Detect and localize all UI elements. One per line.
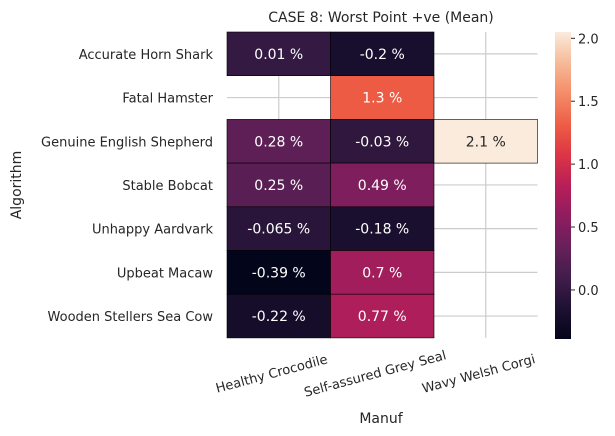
- heatmap-cell: [433, 119, 538, 164]
- cell-value-label: 0.49 %: [358, 178, 407, 194]
- heatmap-cell: [226, 293, 331, 339]
- cell-value-label: 0.7 %: [362, 265, 402, 281]
- y-tick-label: Upbeat Macaw: [117, 266, 214, 281]
- cell-value-label: 2.1 %: [466, 134, 506, 150]
- chart-title: CASE 8: Worst Point +ve (Mean): [268, 10, 494, 26]
- cell-value-label: -0.065 %: [247, 222, 310, 238]
- heatmap-cell: [330, 31, 435, 77]
- y-axis-label: Algorithm: [9, 151, 25, 220]
- cell-value-label: -0.18 %: [355, 222, 409, 238]
- y-tick-labels: Accurate Horn Shark Fatal Hamster Genuine …: [41, 48, 214, 325]
- colorbar-tick-label: 0.0: [578, 284, 599, 299]
- heatmap-cell: [330, 119, 435, 164]
- cell-value-label: -0.2 %: [360, 47, 405, 63]
- heatmap-cell: [330, 162, 435, 208]
- cell-value-label: 0.01 %: [254, 47, 303, 63]
- colorbar-tick-label: 2.0: [578, 32, 599, 47]
- heatmap-cell: [226, 250, 331, 295]
- colorbar-tick-label: 1.0: [578, 158, 599, 173]
- cells-layer: 0.01 % -0.2 % 1.3 % 0.28 % -0.03 % 2.1 % 0.25 …: [226, 31, 538, 339]
- colorbar: [555, 32, 571, 339]
- cell-value-label: -0.39 %: [252, 265, 306, 281]
- y-tick-label: Wooden Stellers Sea Cow: [48, 310, 214, 325]
- y-tick-label: Genuine English Shepherd: [41, 135, 213, 150]
- cell-value-label: 1.3 %: [362, 91, 402, 107]
- heatmap-cell: [226, 206, 331, 251]
- colorbar-tick-label: 0.5: [578, 221, 599, 236]
- x-axis-label: Manuf: [359, 411, 403, 427]
- y-tick-label: Stable Bobcat: [122, 179, 213, 194]
- cell-value-label: -0.03 %: [355, 134, 409, 150]
- y-tick-label: Fatal Hamster: [122, 92, 213, 107]
- y-tick-label: Accurate Horn Shark: [79, 48, 214, 63]
- heatmap-cell: [226, 162, 331, 208]
- y-tick-label: Unhappy Aardvark: [92, 223, 214, 238]
- cell-value-label: 0.25 %: [254, 178, 303, 194]
- heatmap-cell: [330, 293, 435, 339]
- cell-value-label: 0.28 %: [254, 134, 303, 150]
- cell-value-label: -0.22 %: [252, 309, 306, 325]
- colorbar-ticks: 0.0 0.5 1.0 1.5 2.0: [571, 32, 599, 299]
- heatmap-cell: [330, 250, 435, 295]
- heatmap-cell: [226, 119, 331, 164]
- cell-value-label: 0.77 %: [358, 309, 407, 325]
- colorbar-tick-label: 1.5: [578, 95, 599, 110]
